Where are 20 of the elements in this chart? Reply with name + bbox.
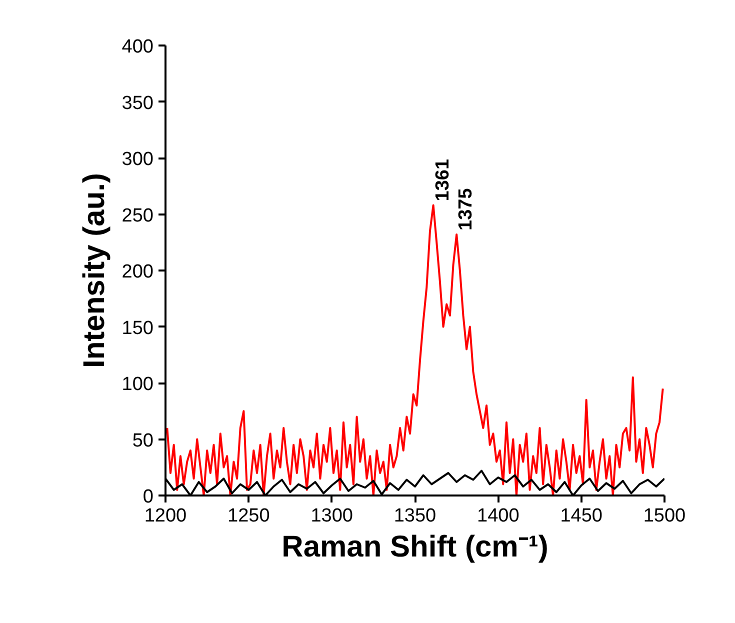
y-tick-label: 100 xyxy=(122,374,154,395)
y-tick-label: 50 xyxy=(132,430,154,452)
y-axis-title: Intensity (au.) xyxy=(78,172,111,368)
y-tick-label: 250 xyxy=(122,205,154,226)
annotation: 1375 xyxy=(456,188,477,230)
x-tick-label: 1250 xyxy=(228,506,270,526)
y-tick-label: 300 xyxy=(122,149,154,170)
y-tick-label: 350 xyxy=(122,92,154,114)
x-tick-label: 1300 xyxy=(310,506,353,526)
y-tick-label: 0 xyxy=(142,486,154,508)
annotation: 1361 xyxy=(432,158,454,202)
x-tick-label: 1450 xyxy=(560,506,602,526)
y-tick-label: 200 xyxy=(122,262,154,282)
y-tick-label: 400 xyxy=(122,36,154,58)
x-tick-label: 1350 xyxy=(394,506,436,526)
x-tick-label: 1500 xyxy=(643,506,686,526)
x-tick-label: 1400 xyxy=(477,506,520,526)
x-axis-title: Raman Shift (cm⁻¹) xyxy=(282,530,548,564)
y-tick-label: 150 xyxy=(122,318,154,339)
x-tick-label: 1200 xyxy=(144,506,187,526)
